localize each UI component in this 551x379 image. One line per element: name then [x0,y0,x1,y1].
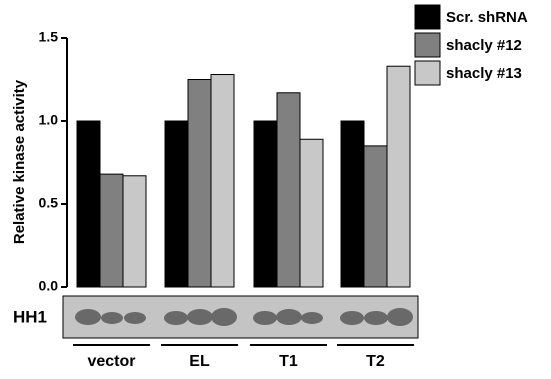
y-axis-label: Relative kinase activity [11,79,28,244]
bar [254,121,277,287]
bar [364,146,387,287]
bar [77,121,100,287]
bar [300,139,323,287]
legend-swatch [415,61,440,85]
bar [211,75,234,287]
x-tick-label: EL [189,353,210,370]
x-tick-label: T1 [279,353,298,370]
x-tick-label: T2 [366,353,385,370]
y-tick-label: 1.0 [39,112,59,128]
y-tick-label: 0.5 [39,195,59,211]
bar [165,121,188,287]
legend-label: shacly #13 [446,65,522,82]
blot-label: HH1 [13,307,47,326]
chart: Relative kinase activity HH1 0.0 0.5 1.0 1.… [0,0,551,379]
bar [123,176,146,287]
bar [387,66,410,287]
legend-swatch [415,5,440,29]
legend-swatch [415,33,440,57]
y-tick-label: 0.0 [39,278,59,294]
y-tick-label: 1.5 [39,29,59,45]
legend-label: shacly #12 [446,37,522,54]
x-tick-label: vector [87,353,135,370]
bar [100,174,123,287]
legend-label: Scr. shRNA [446,9,528,26]
blot [63,296,418,338]
bar [341,121,364,287]
bar [277,93,300,287]
bar [188,80,211,288]
